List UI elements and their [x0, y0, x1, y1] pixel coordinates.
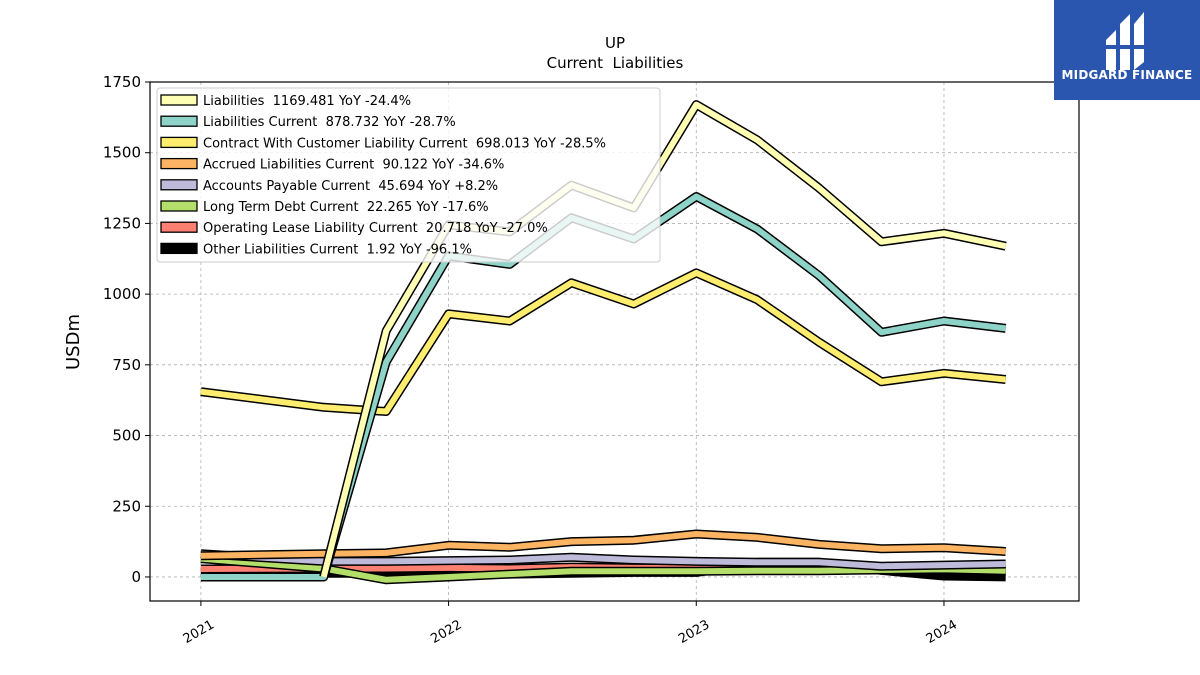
legend-label: Accounts Payable Current 45.694 YoY +8.2…	[203, 179, 498, 194]
series-contract-with-customer-liability-current	[200, 268, 1007, 416]
y-tick-label: 250	[112, 497, 141, 515]
y-tick-label: 1000	[103, 285, 141, 303]
legend-label: Other Liabilities Current 1.92 YoY -96.1…	[203, 242, 472, 257]
legend-item: Liabilities Current 878.732 YoY -28.7%	[160, 115, 456, 130]
x-axis-ticks: 2021 2022 2023 2024	[181, 601, 960, 647]
brand-name: MIDGARD FINANCE	[1061, 68, 1193, 82]
brand-mark-icon	[1106, 12, 1144, 70]
y-tick-label: 750	[112, 356, 141, 374]
legend-label: Accrued Liabilities Current 90.122 YoY -…	[203, 158, 504, 173]
x-tick-label: 2022	[428, 617, 464, 647]
legend-item: Accounts Payable Current 45.694 YoY +8.2…	[160, 179, 498, 194]
y-tick-label: 0	[131, 568, 141, 586]
legend-swatch	[160, 136, 198, 149]
y-tick-label: 500	[112, 427, 141, 445]
legend-swatch	[160, 179, 198, 191]
x-tick-label: 2023	[676, 617, 712, 647]
y-tick-label: 1750	[103, 73, 141, 91]
series-accounts-payable-current	[200, 549, 1006, 571]
series-line	[200, 550, 1006, 570]
legend-label: Liabilities Current 878.732 YoY -28.7%	[203, 115, 456, 130]
y-tick-label: 1250	[103, 214, 141, 232]
legend-item: Liabilities 1169.481 YoY -24.4%	[160, 94, 411, 109]
legend-swatch	[160, 221, 198, 233]
legend-item: Contract With Customer Liability Current…	[160, 136, 606, 151]
legend-item: Accrued Liabilities Current 90.122 YoY -…	[160, 157, 504, 173]
legend-label: Long Term Debt Current 22.265 YoY -17.6%	[203, 200, 489, 215]
x-tick-label: 2021	[181, 617, 217, 647]
legend-swatch	[160, 115, 198, 127]
legend-item: Long Term Debt Current 22.265 YoY -17.6%	[160, 200, 489, 215]
legend-label: Operating Lease Liability Current 20.718…	[203, 221, 548, 236]
brand-logo: MIDGARD FINANCE	[1054, 0, 1200, 100]
legend: Liabilities 1169.481 YoY -24.4% Liabiliti…	[156, 87, 661, 263]
y-axis-ticks: 0 250 500 750 1000 1250 1500 1750	[103, 73, 150, 586]
series-line	[200, 269, 1006, 415]
y-axis-label: USDm	[63, 314, 84, 370]
y-tick-label: 1500	[103, 144, 141, 162]
legend-box	[156, 87, 661, 263]
legend-item: Other Liabilities Current 1.92 YoY -96.1…	[160, 242, 472, 257]
x-tick-label: 2024	[924, 617, 960, 647]
legend-label: Liabilities 1169.481 YoY -24.4%	[203, 94, 411, 109]
legend-swatch	[160, 242, 198, 255]
legend-swatch	[160, 157, 198, 170]
plot-frame	[149, 81, 1080, 602]
legend-item: Operating Lease Liability Current 20.718…	[160, 221, 548, 236]
series-line	[200, 531, 1006, 559]
chart-title: UP	[605, 34, 625, 52]
legend-swatch	[160, 94, 198, 106]
chart-subtitle: Current Liabilities	[547, 54, 684, 72]
series-accrued-liabilities-current	[200, 529, 1006, 561]
legend-swatch	[160, 200, 198, 212]
legend-label: Contract With Customer Liability Current…	[203, 136, 606, 151]
